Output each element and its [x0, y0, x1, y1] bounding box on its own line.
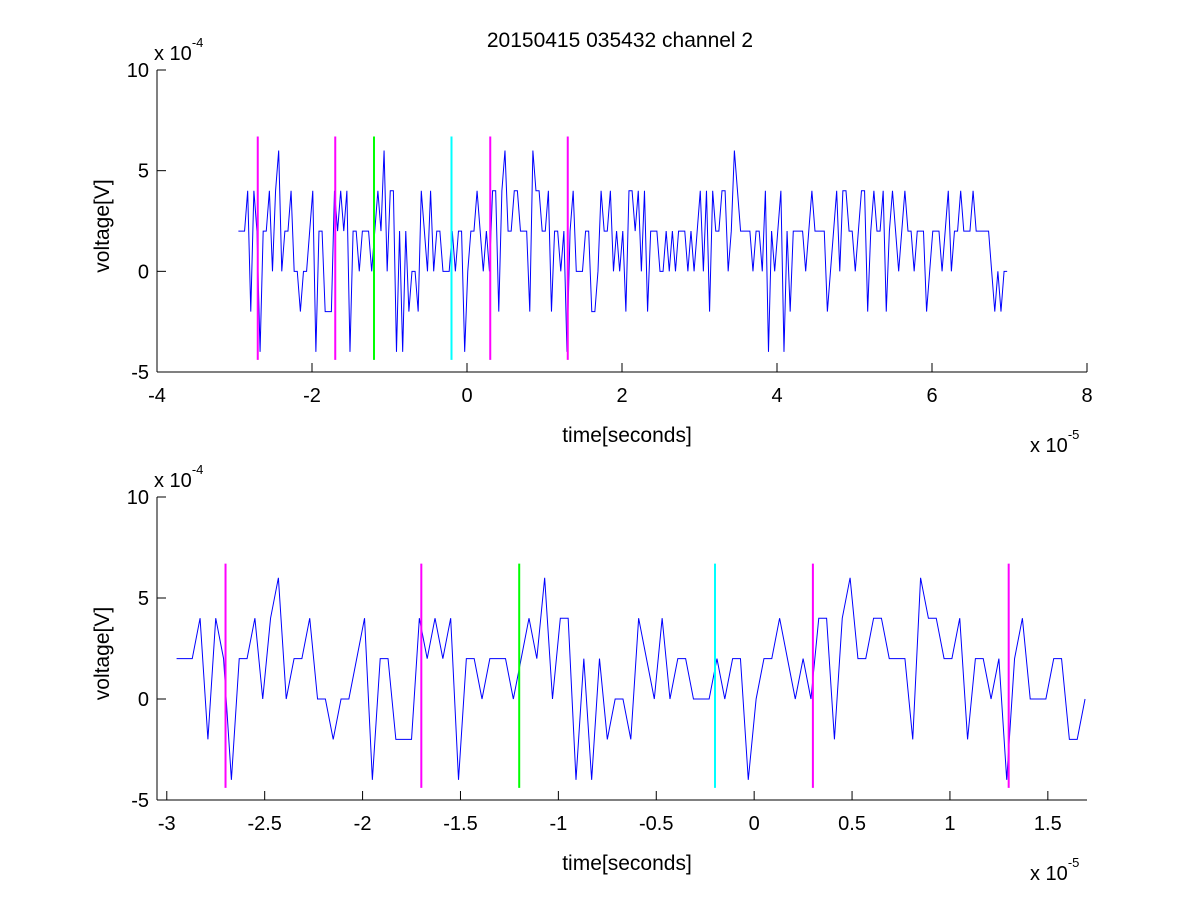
y-axis-label: voltage[V] — [91, 179, 114, 272]
y-tick-label: 5 — [138, 588, 149, 610]
y-multiplier-exp: -4 — [192, 35, 204, 50]
x-multiplier-base: x 10 — [1030, 863, 1068, 885]
y-multiplier-base: x 10 — [154, 43, 192, 65]
signal-trace — [176, 577, 1086, 780]
y-axis-label: voltage[V] — [91, 607, 114, 700]
y-tick-label: 10 — [127, 60, 149, 82]
y-tick-label: 5 — [138, 161, 149, 183]
x-tick-label: -0.5 — [639, 813, 673, 835]
x-tick-label: -4 — [148, 385, 166, 407]
x-tick-label: 8 — [1081, 385, 1092, 407]
x-multiplier-exp: -5 — [1068, 427, 1080, 442]
figure-title: 20150415 035432 channel 2 — [487, 29, 753, 52]
x-tick-label: 0 — [749, 813, 760, 835]
x-tick-label: -1.5 — [443, 813, 477, 835]
y-multiplier: x 10-4 — [154, 462, 203, 492]
x-multiplier-exp: -5 — [1068, 855, 1080, 870]
y-multiplier-base: x 10 — [154, 470, 192, 492]
x-tick-label: 4 — [771, 385, 782, 407]
x-tick-label: -2.5 — [247, 813, 281, 835]
bottom-plot: -3 -2.5 -2 -1.5 -1 -0.5 0 0.5 1 1.5 -5 0 5 10 time[sec… — [91, 462, 1087, 885]
y-tick-label: 10 — [127, 487, 149, 509]
y-multiplier: x 10-4 — [154, 35, 203, 65]
x-multiplier: x 10-5 — [1030, 855, 1079, 885]
x-tick-label: 6 — [926, 385, 937, 407]
y-multiplier-exp: -4 — [192, 462, 204, 477]
x-multiplier-base: x 10 — [1030, 435, 1068, 457]
y-tick-label: 0 — [138, 689, 149, 711]
y-tick-label: -5 — [131, 790, 149, 812]
x-axis-label: time[seconds] — [562, 852, 692, 875]
x-multiplier: x 10-5 — [1030, 427, 1079, 457]
top-plot: -4 -2 0 2 4 6 8 -5 0 5 10 time[seconds] voltage[V] x … — [91, 35, 1093, 457]
signal-trace — [238, 150, 1008, 352]
x-tick-label: 1 — [944, 813, 955, 835]
y-tick-label: 0 — [138, 261, 149, 283]
x-tick-label: 0 — [461, 385, 472, 407]
x-tick-label: 0.5 — [838, 813, 866, 835]
x-tick-label: -2 — [303, 385, 321, 407]
y-tick-label: -5 — [131, 362, 149, 384]
x-tick-label: 1.5 — [1034, 813, 1062, 835]
x-tick-label: -1 — [549, 813, 567, 835]
x-tick-label: -2 — [354, 813, 372, 835]
x-tick-label: 2 — [616, 385, 627, 407]
x-tick-label: -3 — [158, 813, 176, 835]
x-axis-label: time[seconds] — [562, 424, 692, 447]
